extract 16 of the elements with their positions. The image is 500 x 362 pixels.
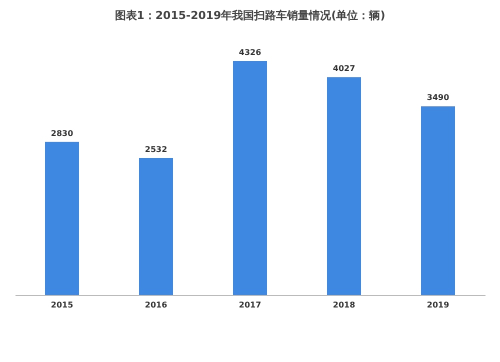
x-tick-label: 2016	[144, 300, 168, 310]
x-tick-label: 2018	[332, 300, 356, 310]
bar	[327, 77, 361, 295]
data-label: 4027	[332, 64, 356, 74]
bar	[139, 158, 173, 295]
data-label: 2532	[144, 145, 168, 154]
data-label: 3490	[426, 93, 450, 102]
bar	[45, 142, 79, 295]
x-tick-label: 2017	[238, 300, 262, 310]
x-tick-label: 2015	[50, 300, 74, 310]
bar	[421, 106, 455, 295]
bar	[233, 61, 267, 295]
chart-title: 图表1：2015-2019年我国扫路车销量情况(单位：辆)	[114, 9, 386, 22]
x-tick-label: 2019	[426, 300, 450, 310]
data-label: 4326	[238, 48, 262, 57]
data-label: 2830	[50, 128, 74, 138]
